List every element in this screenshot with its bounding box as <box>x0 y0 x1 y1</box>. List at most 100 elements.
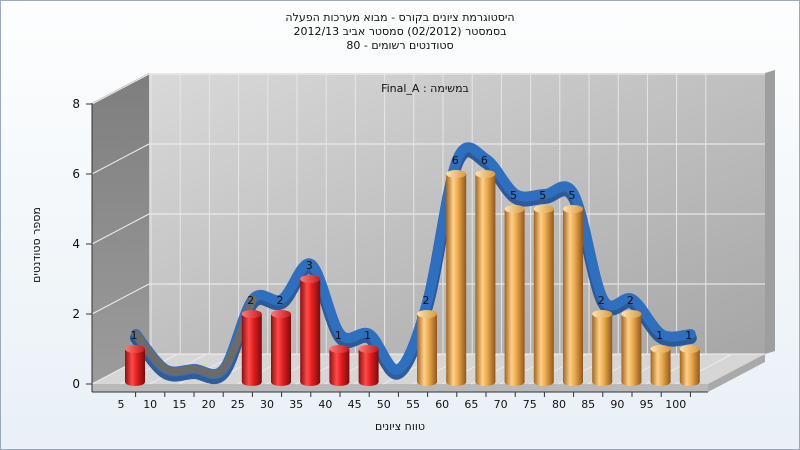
bar-cap <box>592 310 613 318</box>
curve-ribbon-low <box>132 295 257 379</box>
bar-70: 5 <box>504 189 525 386</box>
bar-55: 2 <box>417 294 437 386</box>
x-axis-title: טווח ציונים <box>375 420 425 433</box>
grid-line-side <box>91 283 150 315</box>
bar-value-label: 1 <box>656 329 663 342</box>
bar-value-label: 2 <box>247 294 254 307</box>
y-tick-label: 6 <box>72 167 80 181</box>
y-axis-title: מספר סטודנטים <box>30 207 43 283</box>
y-tick-label: 8 <box>72 97 80 111</box>
bar-30: 2 <box>271 294 291 386</box>
bar-body <box>125 349 145 386</box>
bar-body <box>300 279 321 386</box>
x-tick-label: 60 <box>435 398 449 411</box>
bar-cap <box>241 310 262 318</box>
bar-cap <box>300 275 321 283</box>
x-tick-label: 50 <box>377 398 391 411</box>
floor-side-edge <box>708 354 765 392</box>
x-tick-label: 80 <box>552 398 566 411</box>
x-tick-label: 10 <box>143 398 157 411</box>
bar-value-label: 2 <box>423 294 430 307</box>
bar-body <box>679 349 700 386</box>
x-tick-label: 55 <box>406 398 420 411</box>
bar-value-label: 1 <box>364 329 371 342</box>
bar-cap <box>358 345 379 353</box>
bar-body <box>475 174 496 386</box>
x-tick-label: 100 <box>665 398 686 411</box>
bar-cap <box>621 310 642 318</box>
bar-cap <box>417 310 437 318</box>
bar-75: 5 <box>533 189 554 386</box>
bar-80: 5 <box>563 189 583 386</box>
x-tick-label: 90 <box>610 398 624 411</box>
bar-5: 1 <box>125 329 145 386</box>
bar-25: 2 <box>241 294 262 386</box>
x-tick-label: 70 <box>494 398 508 411</box>
bar-value-label: 5 <box>510 189 517 202</box>
bar-value-label: 1 <box>685 329 692 342</box>
bar-body <box>533 209 554 386</box>
x-tick-label: 65 <box>464 398 478 411</box>
bar-body <box>504 209 525 386</box>
bar-value-label: 2 <box>277 294 284 307</box>
bar-body <box>417 314 437 386</box>
assignment-subtitle: במשימה : Final_A <box>381 82 469 95</box>
grid-line-side <box>91 73 150 105</box>
bar-35: 3 <box>300 259 321 386</box>
bar-value-label: 2 <box>627 294 634 307</box>
x-tick-label: 95 <box>640 398 654 411</box>
bar-body <box>621 314 642 386</box>
bar-body <box>446 174 467 386</box>
bar-body <box>329 349 350 386</box>
x-tick-label: 20 <box>202 398 216 411</box>
bar-cap <box>679 345 700 353</box>
x-tick-label: 35 <box>289 398 303 411</box>
chart-title-line-1: היסטוגרמת ציונים בקורס - מבוא מערכות הפע… <box>285 11 515 24</box>
bar-cap <box>563 205 583 213</box>
bar-cap <box>125 345 145 353</box>
bar-value-label: 3 <box>306 259 313 272</box>
bar-value-label: 5 <box>569 189 576 202</box>
y-tick-label: 2 <box>72 307 80 321</box>
bar-body <box>650 349 671 386</box>
bar-body <box>592 314 613 386</box>
bar-40: 1 <box>329 329 350 386</box>
bar-cap <box>475 170 496 178</box>
bar-cap <box>329 345 350 353</box>
bar-body <box>563 209 583 386</box>
bar-value-label: 5 <box>539 189 546 202</box>
bars: 1 2 2 3 1 1 2 6 6 5 5 5 2 2 1 1 <box>125 154 700 386</box>
bar-cap <box>504 205 525 213</box>
bar-value-label: 6 <box>452 154 459 167</box>
back-wall-edge <box>765 70 775 354</box>
x-tick-label: 75 <box>523 398 537 411</box>
bar-45: 1 <box>358 329 379 386</box>
bar-65: 6 <box>475 154 496 386</box>
bar-cap <box>533 205 554 213</box>
x-tick-label: 30 <box>260 398 274 411</box>
x-tick-label: 25 <box>231 398 245 411</box>
y-tick-label: 4 <box>72 237 80 251</box>
bar-100: 1 <box>679 329 700 386</box>
bar-90: 2 <box>621 294 642 386</box>
floor-front-edge <box>92 384 708 392</box>
bar-cap <box>271 310 291 318</box>
bar-body <box>358 349 379 386</box>
x-tick-label: 15 <box>172 398 186 411</box>
bar-60: 6 <box>446 154 467 386</box>
side-wall-top-edge <box>92 70 155 103</box>
chart-title-line-2: בסמסטר (02/2012) סמסטר אביב 2012/13 <box>293 25 507 38</box>
bar-value-label: 1 <box>335 329 342 342</box>
bar-body <box>271 314 291 386</box>
bar-85: 2 <box>592 294 613 386</box>
grid-line-side <box>91 213 150 245</box>
bar-body <box>241 314 262 386</box>
bar-value-label: 2 <box>598 294 605 307</box>
x-tick-label: 45 <box>348 398 362 411</box>
x-tick-label: 5 <box>118 398 125 411</box>
bar-cap <box>650 345 671 353</box>
chart-title-line-3: סטודנטים רשומים - 80 <box>346 39 454 52</box>
bar-cap <box>446 170 467 178</box>
